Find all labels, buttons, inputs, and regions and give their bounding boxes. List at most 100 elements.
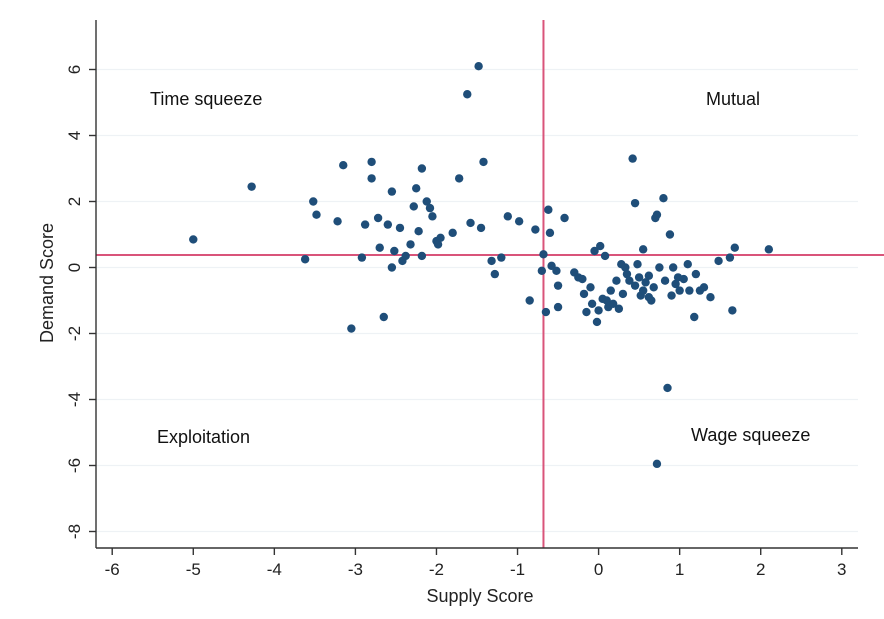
data-point: [706, 293, 715, 302]
data-point: [387, 187, 397, 196]
data-point: [514, 217, 524, 226]
x-tick-label: -3: [348, 560, 363, 579]
data-point: [663, 383, 672, 393]
data-point: [668, 263, 678, 272]
y-tick-label: -2: [65, 326, 84, 341]
data-point: [621, 263, 630, 272]
data-point: [406, 240, 415, 249]
data-point: [247, 182, 256, 191]
data-point: [614, 304, 624, 313]
data-point: [383, 220, 393, 229]
data-point: [679, 274, 688, 284]
data-point: [448, 228, 457, 238]
data-point: [764, 245, 774, 254]
data-point: [553, 302, 563, 312]
data-point: [367, 174, 376, 183]
data-point: [594, 306, 603, 315]
data-point: [409, 202, 418, 211]
data-point: [606, 286, 615, 295]
x-tick-label: -5: [186, 560, 201, 579]
data-point: [379, 312, 388, 322]
data-point: [466, 218, 475, 228]
data-point: [428, 212, 437, 221]
data-point: [479, 157, 488, 167]
data-point: [652, 210, 662, 219]
data-point: [544, 205, 553, 214]
data-point: [630, 281, 640, 290]
quadrant-label-exploitation: Exploitation: [157, 427, 250, 447]
data-point: [725, 253, 735, 262]
data-point: [300, 255, 310, 264]
data-point: [660, 276, 670, 285]
data-point: [422, 197, 431, 206]
data-point: [339, 161, 348, 170]
data-point: [683, 260, 692, 269]
data-point: [644, 271, 654, 280]
reference-lines: [96, 20, 884, 548]
x-tick-label: 2: [756, 560, 765, 579]
data-point: [596, 241, 605, 251]
data-point: [579, 289, 589, 299]
x-axis-title: Supply Score: [426, 586, 533, 606]
y-tick-label: 6: [65, 65, 84, 74]
data-point: [560, 213, 569, 223]
x-tick-label: -2: [429, 560, 444, 579]
data-point: [436, 233, 445, 242]
data-point: [655, 263, 664, 272]
data-point: [578, 274, 587, 284]
y-tick-label: 4: [65, 131, 84, 140]
data-point: [309, 197, 318, 206]
data-point: [395, 223, 405, 233]
x-tick-label: -1: [510, 560, 525, 579]
data-point: [625, 276, 634, 285]
data-point: [539, 250, 548, 259]
quadrant-label-wage-squeeze: Wage squeeze: [691, 425, 810, 445]
data-point: [714, 256, 723, 266]
data-point: [476, 223, 486, 233]
data-point: [545, 228, 555, 238]
x-tick-label: -6: [105, 560, 120, 579]
data-point: [608, 299, 618, 308]
x-tick-label: 0: [594, 560, 603, 579]
y-axis-title: Demand Score: [37, 223, 57, 343]
data-points: [189, 61, 774, 469]
data-point: [417, 251, 427, 261]
grid-lines: [96, 68, 858, 533]
data-point: [412, 184, 421, 193]
y-tick-label: -6: [65, 458, 84, 473]
data-point: [417, 164, 427, 173]
data-point: [638, 245, 648, 254]
data-point: [590, 246, 599, 256]
data-point: [463, 90, 472, 99]
data-point: [634, 273, 644, 282]
data-point: [659, 194, 668, 203]
data-point: [454, 174, 464, 183]
data-point: [401, 251, 410, 261]
data-point: [730, 243, 739, 252]
data-point: [647, 296, 656, 305]
y-tick-label: 2: [65, 197, 84, 206]
data-point: [665, 230, 675, 239]
data-point: [618, 289, 628, 299]
data-point: [699, 283, 709, 292]
data-point: [189, 235, 198, 244]
data-point: [630, 198, 640, 208]
data-point: [312, 210, 321, 219]
data-point: [553, 281, 563, 290]
y-tick-label: -8: [65, 524, 84, 539]
data-point: [675, 286, 684, 295]
data-point: [357, 253, 367, 262]
data-point: [552, 266, 561, 275]
axes: [95, 20, 858, 549]
data-point: [373, 213, 383, 223]
data-point: [387, 263, 397, 272]
data-point: [537, 266, 547, 275]
data-point: [691, 269, 701, 279]
data-point: [685, 286, 694, 295]
data-point: [541, 307, 551, 317]
data-point: [587, 299, 597, 308]
x-ticks: -6 -5 -4 -3 -2 -1 0 1 2 3: [105, 548, 847, 579]
data-point: [425, 203, 435, 213]
data-point: [474, 61, 483, 71]
